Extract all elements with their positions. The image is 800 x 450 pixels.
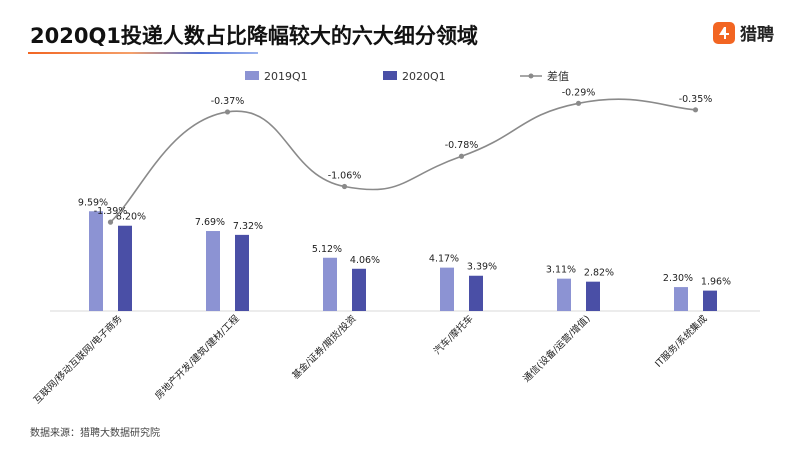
diff-point-3	[458, 153, 465, 159]
bar-2-5	[703, 290, 717, 311]
brand-logo: 猎聘	[713, 20, 774, 45]
legend-swatch-0	[245, 71, 259, 80]
diff-label-1: -0.37%	[211, 96, 245, 107]
bar-2-2	[352, 268, 366, 311]
bar-1-1	[206, 231, 220, 311]
title-underline	[28, 52, 258, 54]
x-tick-label-5: IT服务/系统集成	[652, 312, 709, 369]
legend-marker-2	[528, 73, 534, 79]
bar-label-1-4: 3.11%	[546, 265, 576, 276]
diff-label-4: -0.29%	[562, 87, 596, 98]
data-source: 数据来源：猎聘大数据研究院	[30, 428, 160, 439]
bar-label-2-1: 7.32%	[233, 221, 263, 232]
x-tick-label-1: 房地产开发/建筑/建材/工程	[152, 312, 242, 402]
bar-label-2-0: 8.20%	[116, 212, 146, 223]
x-tick-label-4: 通信(设备/运营/增值)	[521, 313, 593, 385]
bar-label-2-5: 1.96%	[701, 277, 731, 288]
bar-label-2-3: 3.39%	[467, 262, 497, 273]
diff-point-4	[575, 100, 582, 106]
diff-point-0	[107, 219, 114, 225]
bar-1-0	[89, 211, 103, 311]
bar-label-1-2: 5.12%	[312, 244, 342, 255]
legend-swatch-1	[383, 71, 397, 80]
bar-2-3	[469, 275, 483, 311]
bar-2-0	[118, 225, 132, 311]
legend-label-1: 2020Q1	[402, 70, 446, 83]
bar-2-1	[235, 234, 249, 311]
bar-1-5	[674, 287, 688, 311]
bar-1-2	[323, 257, 337, 311]
bar-1-3	[440, 267, 454, 311]
x-tick-label-3: 汽车/摩托车	[431, 313, 475, 357]
diff-label-2: -1.06%	[328, 170, 362, 181]
bar-label-1-1: 7.69%	[195, 217, 225, 228]
diff-label-5: -0.35%	[679, 94, 713, 105]
diff-label-3: -0.78%	[445, 140, 479, 151]
x-tick-label-0: 互联网/移动互联网/电子商务	[31, 312, 125, 406]
diff-line	[109, 98, 696, 223]
diff-point-2	[341, 183, 348, 190]
legend-label-2: 差值	[547, 69, 569, 83]
bar-2-4	[586, 281, 600, 311]
bar-1-4	[557, 278, 571, 311]
bar-label-1-0: 9.59%	[78, 197, 108, 208]
bar-label-2-2: 4.06%	[350, 255, 380, 266]
diff-label-0: -1.39%	[94, 206, 128, 217]
brand-name: 猎聘	[740, 25, 774, 45]
liepin-logo-icon	[713, 21, 735, 44]
diff-point-5	[692, 107, 699, 113]
bar-label-1-5: 2.30%	[663, 273, 693, 284]
x-tick-label-2: 基金/证券/期货/投资	[290, 312, 359, 381]
bar-label-1-3: 4.17%	[429, 254, 459, 265]
bar-label-2-4: 2.82%	[584, 268, 614, 279]
diff-point-1	[224, 109, 231, 115]
legend-label-0: 2019Q1	[264, 70, 308, 83]
page-title: 2020Q1投递人数占比降幅较大的六大细分领域	[30, 24, 478, 48]
